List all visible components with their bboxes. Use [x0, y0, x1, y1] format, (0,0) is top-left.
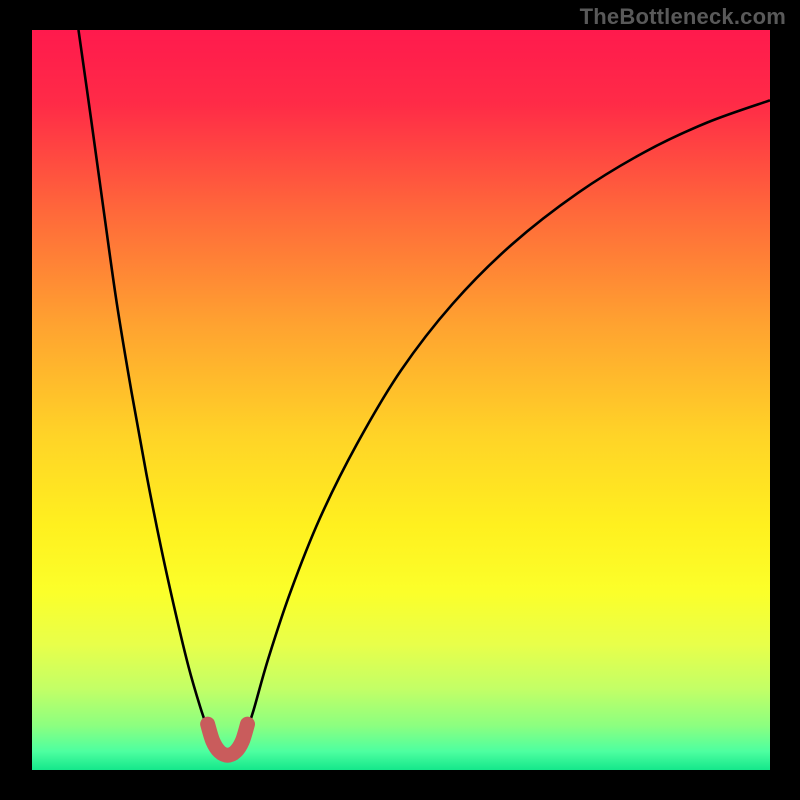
series-valley-marker — [208, 724, 248, 755]
series-left-arm — [78, 30, 209, 733]
plot-area — [32, 30, 770, 770]
watermark-label: TheBottleneck.com — [580, 4, 786, 30]
curve-layer — [32, 30, 770, 770]
series-right-arm — [246, 100, 770, 733]
